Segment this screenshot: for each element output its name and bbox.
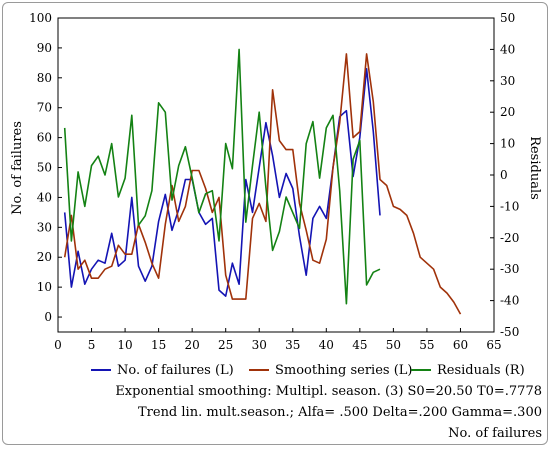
model-note-line2: Trend lin. mult.season.; Alfa= .500 Delt… <box>138 405 542 420</box>
x-tick-label: 40 <box>319 338 334 352</box>
y2-tick-label: -40 <box>500 294 519 308</box>
x-tick-label: 45 <box>352 338 367 352</box>
y2-tick-label: -30 <box>500 262 519 276</box>
legend-label-smoothing: Smoothing series (L) <box>275 363 412 378</box>
model-note-line1: Exponential smoothing: Multipl. season. … <box>115 384 542 399</box>
x-tick-label: 35 <box>285 338 300 352</box>
y-tick-label: 40 <box>37 190 52 204</box>
x-tick-label: 65 <box>486 338 501 352</box>
x-tick-label: 60 <box>453 338 468 352</box>
y-axis-title: No. of failures <box>10 121 25 215</box>
legend-label-failures: No. of failures (L) <box>117 363 234 378</box>
y-tick-label: 0 <box>44 310 52 324</box>
y2-tick-label: 20 <box>500 105 515 119</box>
y2-axis-title: Residuals <box>527 136 542 200</box>
x-tick-label: 5 <box>88 338 96 352</box>
series-residuals-line <box>63 48 381 305</box>
x-tick-label: 50 <box>386 338 401 352</box>
chart-frame: 0 5 10 15 20 25 30 35 40 45 50 55 60 65 0 10 20 30 40 50 60 7… <box>2 2 548 445</box>
y2-tick-label: 10 <box>500 137 515 151</box>
y-tick-label: 20 <box>37 250 52 264</box>
y2-tick-label: -20 <box>500 231 519 245</box>
y-tick-label: 70 <box>37 101 52 115</box>
legend: No. of failures (L) Smoothing series (L)… <box>91 363 525 378</box>
y-tick-label: 10 <box>37 280 52 294</box>
y-tick-label: 90 <box>37 41 52 55</box>
y-tick-label: 50 <box>37 161 52 175</box>
y2-tick-label: 40 <box>500 42 515 56</box>
x-tick-label: 0 <box>54 338 62 352</box>
y-tick-label: 100 <box>29 11 52 25</box>
x-tick-label: 25 <box>218 338 233 352</box>
x-tick-label: 20 <box>185 338 200 352</box>
y2-tick-label: 50 <box>500 11 515 25</box>
legend-label-residuals: Residuals (R) <box>437 363 525 378</box>
model-note-line3: No. of failures <box>448 426 542 441</box>
y2-tick-label: 30 <box>500 74 515 88</box>
y-tick-label: 30 <box>37 220 52 234</box>
x-tick-label: 55 <box>419 338 434 352</box>
y-tick-label: 80 <box>37 71 52 85</box>
y-tick-label: 60 <box>37 131 52 145</box>
x-tick-label: 10 <box>117 338 132 352</box>
line-chart: 0 5 10 15 20 25 30 35 40 45 50 55 60 65 0 10 20 30 40 50 60 7… <box>10 11 542 441</box>
series-smoothing-line <box>63 53 462 315</box>
y2-tick-label: -10 <box>500 199 519 213</box>
y2-tick-label: 0 <box>500 168 508 182</box>
y2-tick-label: -50 <box>500 325 519 339</box>
series-failures-line <box>63 68 381 297</box>
x-tick-label: 30 <box>252 338 267 352</box>
x-tick-label: 15 <box>151 338 166 352</box>
